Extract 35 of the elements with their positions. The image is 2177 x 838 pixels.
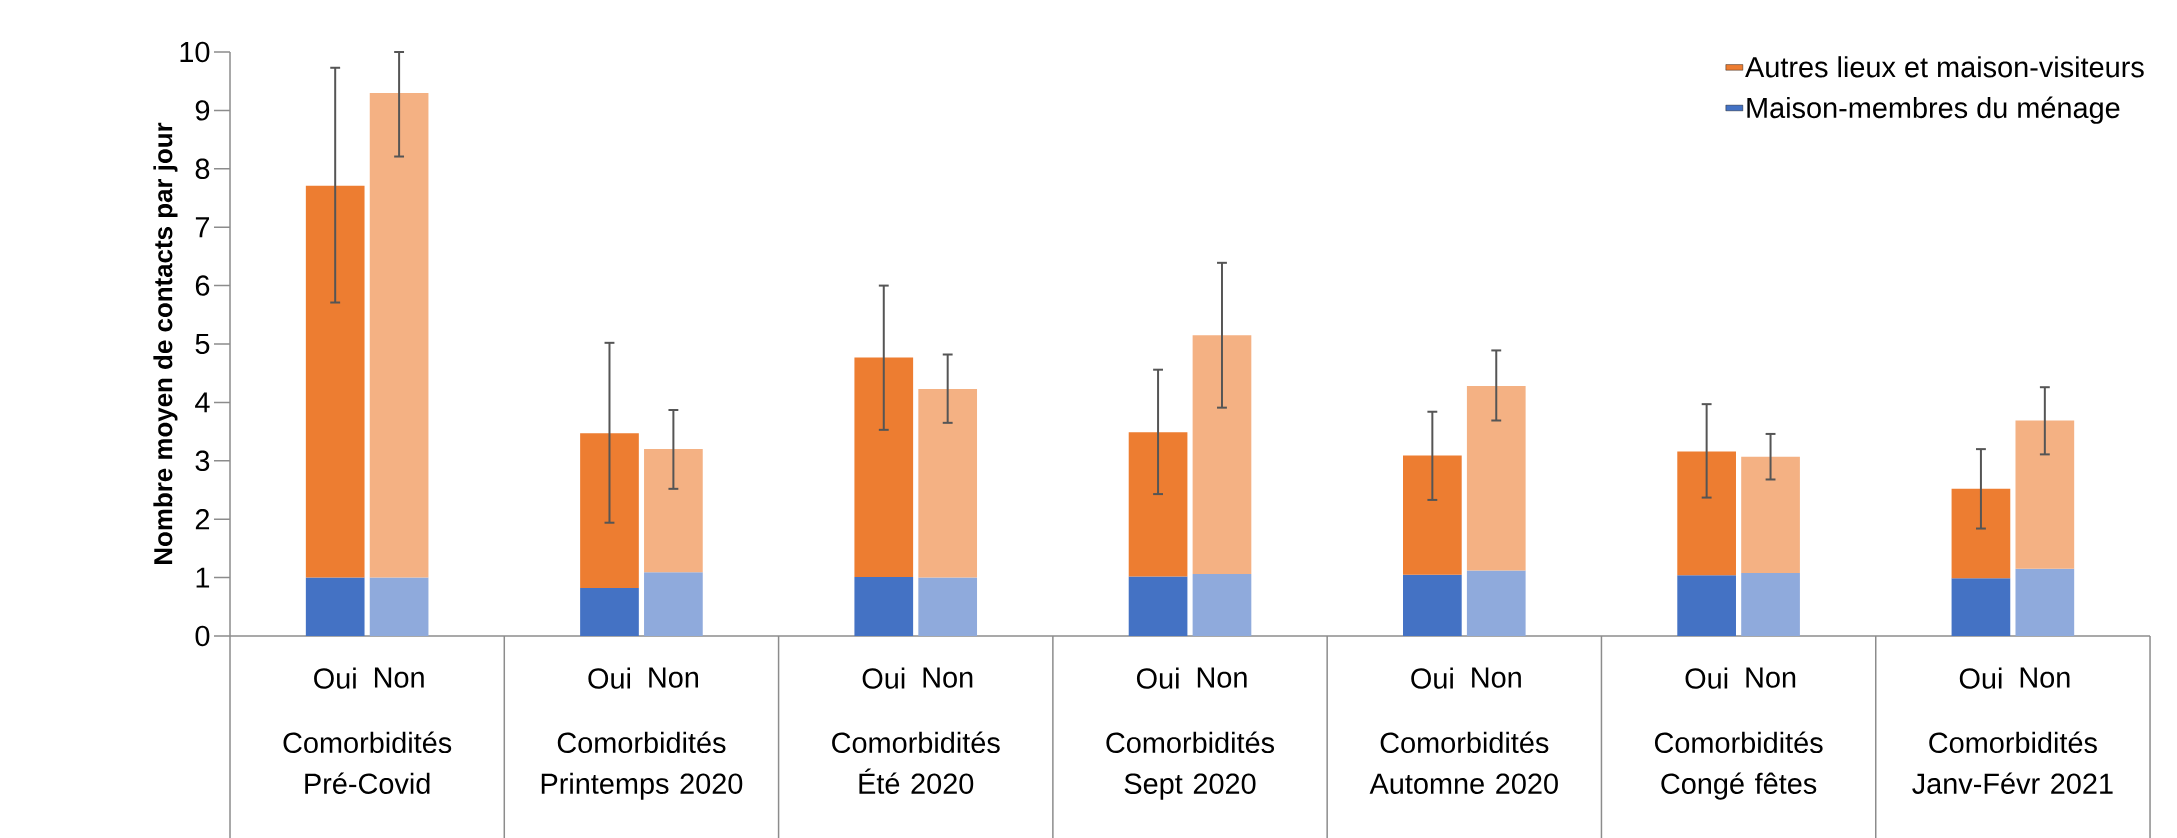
x-tick-label: Oui	[1411, 667, 1453, 689]
legend-label: Autres lieux et maison-visiteurs	[1745, 56, 2144, 78]
y-tick-label: 1	[196, 567, 210, 588]
x-tick-label: Non	[374, 667, 424, 688]
y-tick-label: 9	[195, 100, 210, 121]
y-tick-label: 10	[180, 41, 210, 63]
text: Comorbidités Été 2020	[832, 731, 1000, 794]
y-tick-label: 8	[195, 158, 210, 180]
y-tick-label: 0	[195, 625, 210, 647]
legend-label: Maison-membres du ménage	[1747, 96, 2120, 124]
x-tick-label: Non	[1472, 667, 1521, 688]
y-tick-label: 6	[195, 275, 210, 296]
x-tick-label: Oui	[588, 667, 631, 689]
y-tick-label: 4	[195, 392, 210, 413]
text: Comorbidités Sept 2020	[1106, 731, 1275, 800]
text: Comorbidités Automne 2020	[1369, 731, 1558, 794]
x-tick-label: Non	[1746, 667, 1796, 688]
y-tick-label: 3	[195, 450, 210, 472]
x-tick-label: Oui	[862, 667, 905, 689]
x-tick-label: Non	[2020, 667, 2070, 688]
text: Comorbidités Janv-Févr 2021	[1912, 731, 2113, 794]
x-tick-label: Non	[923, 667, 973, 688]
text: Comorbidités Congé fêtes	[1654, 731, 1823, 800]
text: Comorbidités Printemps 2020	[541, 731, 743, 800]
y-tick-label: 7	[195, 217, 210, 238]
x-tick-label: Oui	[1959, 667, 2002, 689]
x-tick-label: Non	[649, 667, 698, 688]
x-tick-label: Oui	[1136, 667, 1179, 689]
text: Comorbidités Pré-Covid	[283, 731, 452, 794]
x-tick-label: Oui	[314, 667, 356, 689]
x-tick-label: Oui	[1685, 667, 1728, 689]
x-tick-label: Non	[1197, 667, 1247, 688]
y-axis-title: Nombre moyen de contacts par jour	[153, 122, 178, 564]
y-tick-label: 5	[195, 333, 210, 355]
y-tick-label: 2	[195, 509, 210, 530]
